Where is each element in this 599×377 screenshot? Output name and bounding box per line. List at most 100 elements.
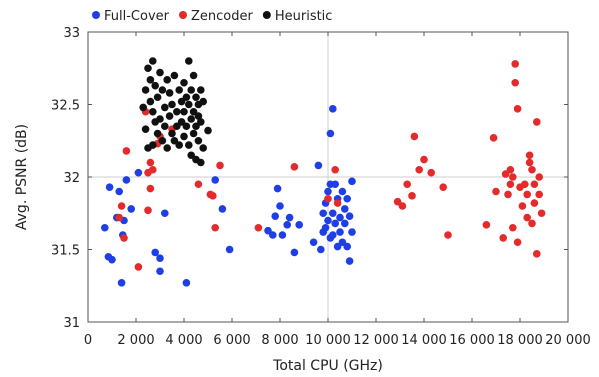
data-point (122, 176, 131, 184)
data-point (521, 180, 529, 189)
data-point (324, 194, 332, 203)
data-point (535, 173, 543, 181)
data-point (146, 97, 155, 106)
data-point (192, 93, 200, 102)
data-point (331, 165, 340, 174)
data-point (341, 219, 349, 228)
data-point (343, 194, 352, 203)
data-point (329, 209, 337, 218)
data-point (173, 107, 181, 116)
data-point (509, 223, 517, 232)
data-point (278, 231, 287, 239)
data-point (175, 86, 183, 94)
data-point (101, 223, 109, 232)
data-point (151, 81, 159, 90)
data-point (439, 183, 448, 191)
data-point (170, 71, 179, 80)
data-point (326, 129, 335, 138)
data-point (427, 168, 436, 177)
data-point (108, 255, 116, 264)
data-point (149, 165, 157, 174)
data-point (511, 60, 519, 68)
data-point (115, 213, 123, 222)
data-point (185, 57, 193, 65)
data-point (146, 158, 155, 167)
data-point (141, 125, 150, 133)
data-point (528, 219, 536, 228)
data-point (343, 242, 352, 251)
data-point (175, 141, 183, 149)
data-point (187, 115, 195, 123)
data-point (182, 122, 191, 131)
data-point (331, 180, 340, 189)
data-point (525, 158, 534, 167)
data-point (348, 177, 356, 186)
data-point (408, 192, 416, 200)
data-point (180, 78, 188, 87)
data-point (345, 212, 354, 220)
data-point (211, 176, 219, 184)
data-point (163, 76, 171, 84)
data-point (163, 144, 171, 152)
data-point (156, 68, 164, 77)
series-zencoder (115, 60, 546, 271)
data-point (254, 223, 263, 232)
data-point (535, 190, 543, 199)
data-point (156, 254, 164, 262)
legend: Full-Cover Zencoder Heuristic (92, 9, 332, 24)
data-point (530, 199, 539, 207)
legend-marker (92, 11, 100, 19)
data-point (269, 231, 277, 239)
data-point (530, 180, 539, 189)
x-tick-label: 6 000 (213, 333, 250, 348)
data-point (117, 279, 126, 287)
data-point (122, 147, 131, 155)
x-tick-label: 12 000 (353, 333, 399, 348)
data-point (146, 76, 155, 84)
data-point (156, 115, 164, 123)
data-point (290, 163, 299, 171)
data-point (398, 202, 407, 210)
y-axis-label: Avg. PSNR (dB) (14, 124, 30, 230)
data-point (168, 100, 176, 109)
data-point (105, 183, 114, 191)
data-point (158, 86, 167, 94)
data-point (161, 209, 169, 218)
data-point (161, 103, 169, 112)
data-point (329, 105, 337, 113)
x-tick-label: 14 000 (401, 333, 447, 348)
data-point (141, 86, 150, 94)
data-point (525, 151, 534, 160)
data-point (489, 134, 498, 142)
legend-label: Full-Cover (104, 9, 170, 24)
data-point (336, 213, 344, 222)
x-tick-label: 18 000 (497, 333, 543, 348)
data-point (197, 86, 205, 94)
data-point (273, 184, 282, 193)
data-point (533, 250, 541, 258)
data-point (276, 202, 284, 210)
data-point (225, 245, 234, 254)
data-point (285, 213, 294, 222)
y-tick-label: 32 (63, 171, 80, 186)
data-point (153, 93, 162, 102)
data-point (506, 180, 515, 189)
data-point (492, 187, 500, 196)
data-point (149, 107, 157, 116)
data-point (321, 223, 330, 232)
data-point (149, 141, 157, 149)
y-tick-label: 33 (63, 26, 80, 41)
legend-marker (179, 11, 187, 19)
x-tick-label: 4 000 (165, 333, 202, 348)
data-point (185, 141, 193, 149)
legend-label: Heuristic (275, 9, 333, 24)
x-tick-label: 0 (84, 333, 92, 348)
data-point (139, 103, 147, 112)
data-point (403, 180, 412, 189)
data-point (168, 129, 176, 138)
legend-label: Zencoder (191, 9, 253, 24)
data-point (317, 245, 325, 254)
data-point (314, 161, 323, 170)
data-point (144, 206, 152, 215)
